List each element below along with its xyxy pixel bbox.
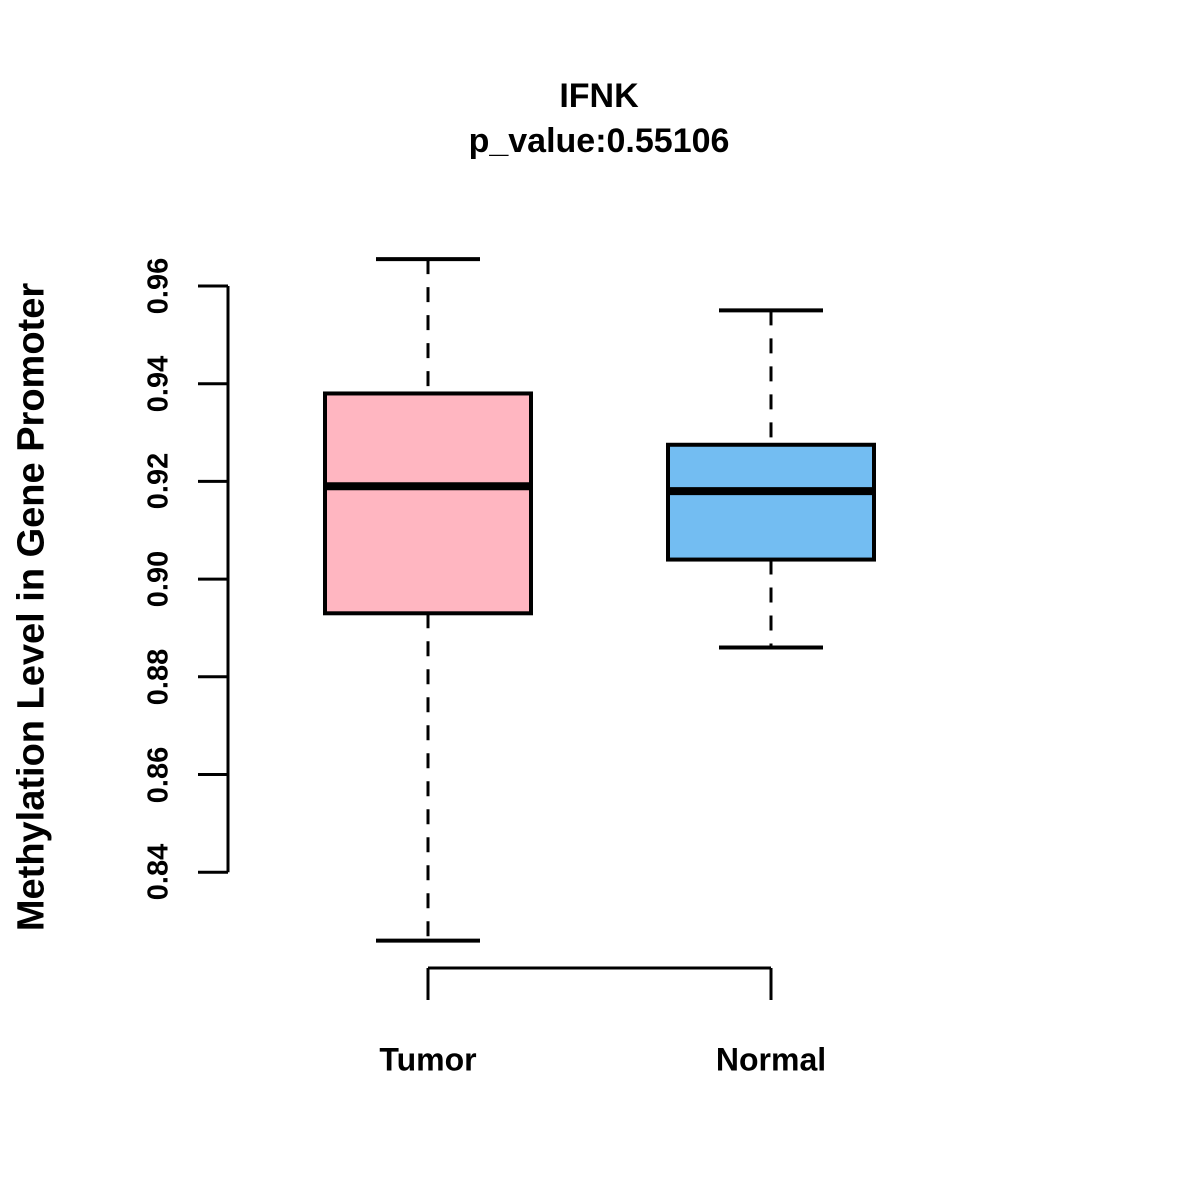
y-tick-label: 0.92 <box>142 452 175 510</box>
tumor-box <box>323 391 533 616</box>
y-tick-label: 0.96 <box>142 257 175 315</box>
y-tick-label: 0.86 <box>142 746 175 804</box>
y-tick-label: 0.94 <box>142 355 175 413</box>
normal-box <box>666 442 876 562</box>
x-label-tumor: Tumor <box>379 1041 477 1078</box>
y-tick-label: 0.84 <box>142 843 175 901</box>
y-tick-label: 0.88 <box>142 648 175 706</box>
chart-title-gene: IFNK <box>559 77 639 115</box>
chart-title-pvalue: p_value:0.55106 <box>468 122 730 160</box>
y-tick-label: 0.90 <box>142 550 175 608</box>
x-label-normal: Normal <box>715 1041 827 1078</box>
chart-title: IFNK p_value:0.55106 <box>0 74 1198 164</box>
